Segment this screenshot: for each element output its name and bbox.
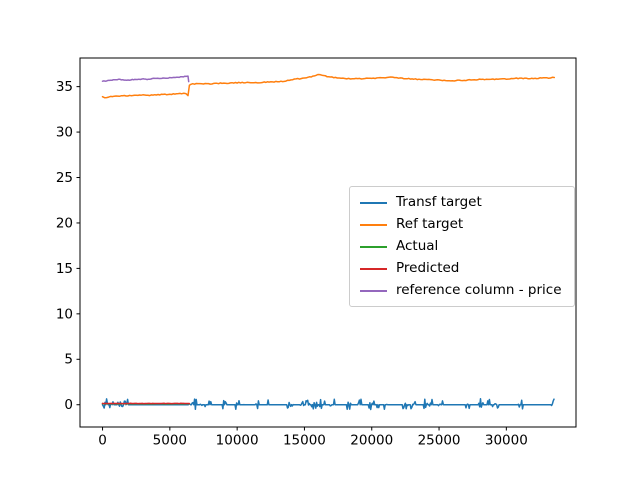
y-tick-label: 10 bbox=[56, 306, 73, 322]
x-tick-label: 5000 bbox=[153, 433, 187, 449]
y-tick-label: 0 bbox=[64, 397, 73, 413]
y-tick-label: 25 bbox=[56, 170, 73, 186]
series-line-reference-column-price bbox=[101, 75, 190, 83]
legend-label: Predicted bbox=[396, 260, 460, 276]
legend-label: Ref target bbox=[396, 216, 464, 232]
legend-label: Transf target bbox=[396, 194, 482, 210]
legend: Transf target Ref target Actual Predicte… bbox=[349, 186, 575, 307]
legend-item: reference column - price bbox=[360, 283, 564, 298]
legend-item: Transf target bbox=[360, 195, 564, 210]
legend-item: Predicted bbox=[360, 261, 564, 276]
y-tick-label: 30 bbox=[56, 125, 73, 141]
series-line-ref-target bbox=[101, 73, 556, 99]
y-tick-label: 20 bbox=[56, 215, 73, 231]
legend-label: reference column - price bbox=[396, 282, 562, 298]
legend-swatch-reference-column-price bbox=[360, 289, 387, 292]
legend-item: Actual bbox=[360, 239, 564, 254]
legend-swatch-actual bbox=[360, 245, 387, 248]
legend-swatch-ref-target bbox=[360, 223, 387, 226]
y-tick-label: 35 bbox=[56, 79, 73, 95]
series-line-transf-target bbox=[101, 398, 555, 411]
x-tick-label: 0 bbox=[98, 433, 107, 449]
legend-swatch-predicted bbox=[360, 267, 387, 270]
legend-label: Actual bbox=[396, 238, 439, 254]
legend-item: Ref target bbox=[360, 217, 564, 232]
legend-swatch-transf-target bbox=[360, 201, 387, 204]
plot-border bbox=[79, 57, 577, 428]
y-tick-label: 5 bbox=[64, 352, 73, 368]
x-tick-label: 15000 bbox=[283, 433, 326, 449]
x-tick-label: 20000 bbox=[350, 433, 393, 449]
x-tick-label: 10000 bbox=[216, 433, 259, 449]
x-tick-label: 25000 bbox=[418, 433, 461, 449]
y-tick-label: 15 bbox=[56, 261, 73, 277]
x-tick-label: 30000 bbox=[485, 433, 528, 449]
